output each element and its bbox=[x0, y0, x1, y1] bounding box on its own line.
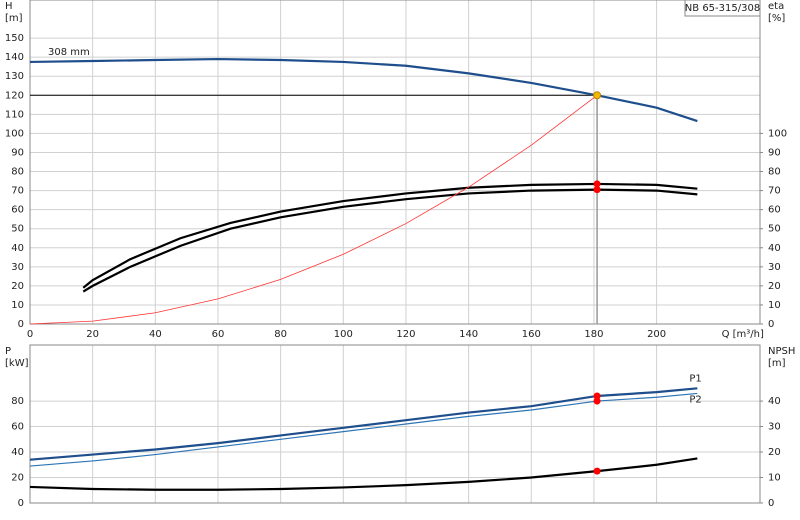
x-tick-label: 20 bbox=[86, 329, 99, 340]
x-tick-label: 140 bbox=[459, 329, 478, 340]
x-tick-label: 120 bbox=[396, 329, 415, 340]
x-tick-label: 180 bbox=[584, 329, 603, 340]
y2-axis-label: eta bbox=[768, 1, 784, 12]
series-line bbox=[29, 94, 598, 325]
y2-tick-label: 60 bbox=[768, 205, 781, 216]
operating-point bbox=[593, 397, 601, 405]
y-tick-label: 10 bbox=[11, 300, 24, 311]
y2-tick-label: 40 bbox=[768, 396, 781, 407]
y-tick-label: 60 bbox=[11, 422, 24, 433]
y-tick-label: 110 bbox=[5, 109, 24, 120]
series-label: P2 bbox=[689, 394, 701, 405]
y2-axis-label: [%] bbox=[768, 13, 785, 24]
plot-frame bbox=[29, 0, 761, 325]
x-tick-label: 160 bbox=[522, 329, 541, 340]
y2-tick-label: 70 bbox=[768, 186, 781, 197]
x-tick-label: 0 bbox=[27, 329, 33, 340]
y2-tick-label: 0 bbox=[768, 319, 774, 330]
x-axis-label: Q [m³/h] bbox=[722, 329, 764, 340]
y-tick-label: 70 bbox=[11, 186, 24, 197]
y2-tick-label: 20 bbox=[768, 447, 781, 458]
operating-point bbox=[593, 186, 601, 194]
y-tick-label: 140 bbox=[5, 52, 24, 63]
operating-point bbox=[593, 392, 601, 400]
y-tick-label: 90 bbox=[11, 147, 24, 158]
x-tick-label: 100 bbox=[334, 329, 353, 340]
series-line bbox=[29, 57, 698, 123]
y2-tick-label: 100 bbox=[768, 128, 787, 139]
x-tick-label: 40 bbox=[149, 329, 162, 340]
y2-tick-label: 50 bbox=[768, 224, 781, 235]
y-tick-label: 130 bbox=[5, 71, 24, 82]
y2-tick-label: 0 bbox=[768, 498, 774, 509]
y-tick-label: 0 bbox=[18, 498, 24, 509]
y-tick-label: 150 bbox=[5, 33, 24, 44]
chart-title: NB 65-315/308 bbox=[685, 3, 760, 14]
operating-point bbox=[593, 467, 601, 475]
series-line bbox=[29, 387, 698, 461]
y-tick-label: 60 bbox=[11, 205, 24, 216]
y2-tick-label: 20 bbox=[768, 281, 781, 292]
series-line bbox=[82, 182, 698, 289]
x-tick-label: 60 bbox=[212, 329, 225, 340]
y-tick-label: 30 bbox=[11, 262, 24, 273]
operating-point bbox=[593, 91, 602, 100]
y2-axis-label: [m] bbox=[768, 358, 786, 369]
y-tick-label: 40 bbox=[11, 447, 24, 458]
series-line bbox=[29, 457, 698, 491]
series-line bbox=[29, 392, 698, 467]
y-axis-label: [kW] bbox=[5, 358, 29, 369]
y2-tick-label: 10 bbox=[768, 473, 781, 484]
plot-frame bbox=[29, 344, 761, 504]
y2-tick-label: 40 bbox=[768, 243, 781, 254]
operating-point bbox=[593, 180, 601, 188]
y2-axis-label: NPSH bbox=[768, 346, 795, 357]
y-tick-label: 80 bbox=[11, 167, 24, 178]
y-tick-label: 100 bbox=[5, 128, 24, 139]
series-label: P1 bbox=[689, 373, 701, 384]
y2-tick-label: 30 bbox=[768, 262, 781, 273]
y-axis-label: [m] bbox=[5, 13, 23, 24]
y-tick-label: 80 bbox=[11, 396, 24, 407]
y-tick-label: 20 bbox=[11, 281, 24, 292]
y-tick-label: 0 bbox=[18, 319, 24, 330]
y-tick-label: 50 bbox=[11, 224, 24, 235]
y-tick-label: 20 bbox=[11, 473, 24, 484]
y2-tick-label: 90 bbox=[768, 147, 781, 158]
series-label: 308 mm bbox=[48, 47, 90, 58]
x-tick-label: 200 bbox=[647, 329, 666, 340]
y-axis-label: P bbox=[5, 346, 11, 357]
y-axis-label: H bbox=[5, 1, 13, 12]
y-tick-label: 40 bbox=[11, 243, 24, 254]
title-box bbox=[684, 0, 761, 17]
y-tick-label: 120 bbox=[5, 90, 24, 101]
y2-tick-label: 30 bbox=[768, 422, 781, 433]
x-tick-label: 80 bbox=[274, 329, 287, 340]
y2-tick-label: 80 bbox=[768, 167, 781, 178]
y2-tick-label: 10 bbox=[768, 300, 781, 311]
